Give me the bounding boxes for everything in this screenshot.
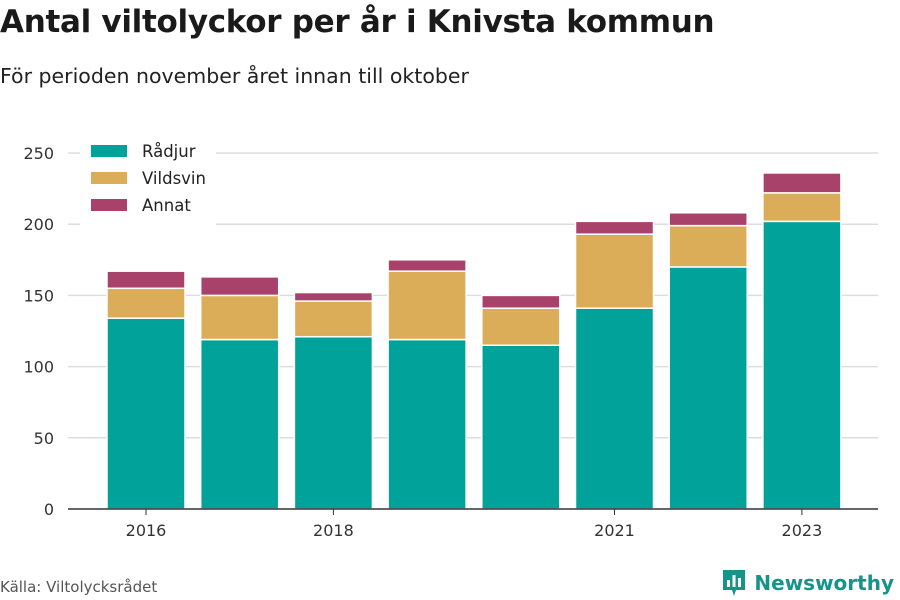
bar-segment-annat xyxy=(574,220,655,235)
legend-swatch xyxy=(91,172,127,184)
y-tick-label: 200 xyxy=(23,215,54,234)
bar-segment-vildsvin xyxy=(668,224,748,268)
chart-title: Antal viltolyckor per år i Knivsta kommu… xyxy=(0,4,715,40)
legend-label: Rådjur xyxy=(142,142,196,161)
bar-segment-vildsvin xyxy=(574,233,655,309)
bar-segment-rdjur xyxy=(387,338,467,510)
y-tick-label: 150 xyxy=(23,286,54,305)
bar-segment-rdjur xyxy=(481,344,561,510)
x-tick-label: 2018 xyxy=(313,521,354,540)
brand-name: Newsworthy xyxy=(754,571,894,595)
bar-segment-vildsvin xyxy=(762,192,842,223)
legend-label: Vildsvin xyxy=(142,169,206,188)
newsworthy-logo: Newsworthy xyxy=(721,568,894,598)
legend-swatch xyxy=(91,199,127,211)
x-tick-label: 2021 xyxy=(594,521,635,540)
bar-segment-annat xyxy=(199,276,280,297)
bar-segment-rdjur xyxy=(574,307,655,510)
x-tick-label: 2016 xyxy=(126,521,167,540)
bar-segment-vildsvin xyxy=(293,300,374,338)
x-tick-label: 2023 xyxy=(782,521,823,540)
bar-segment-annat xyxy=(106,270,186,290)
y-tick-label: 250 xyxy=(23,144,54,163)
y-tick-label: 0 xyxy=(44,500,54,519)
chart-subtitle: För perioden november året innan till ok… xyxy=(0,64,469,88)
bar-segment-rdjur xyxy=(199,338,280,510)
bar-segment-annat xyxy=(668,212,748,227)
bar-segment-rdjur xyxy=(762,220,842,510)
bar-segment-rdjur xyxy=(293,335,374,510)
bar-segment-annat xyxy=(293,291,374,302)
bar-chart-icon xyxy=(723,570,746,596)
bar-segment-annat xyxy=(481,294,561,309)
bar-segment-annat xyxy=(762,172,842,194)
bar-segment-vildsvin xyxy=(199,294,280,341)
source-note: Källa: Viltolycksrådet xyxy=(0,578,158,596)
bar-segment-vildsvin xyxy=(481,307,561,346)
bar-segment-vildsvin xyxy=(387,270,467,341)
bar-segment-rdjur xyxy=(106,317,186,510)
legend-label: Annat xyxy=(142,196,191,215)
y-tick-label: 100 xyxy=(23,358,54,377)
bar-segment-rdjur xyxy=(668,266,748,510)
y-tick-label: 50 xyxy=(34,429,54,448)
bar-segment-annat xyxy=(387,259,467,272)
legend-swatch xyxy=(91,145,127,157)
bar-segment-vildsvin xyxy=(106,287,186,319)
